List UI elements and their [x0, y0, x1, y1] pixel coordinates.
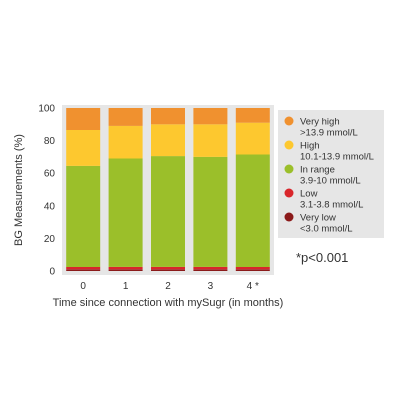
legend-swatch-2: [284, 164, 294, 174]
x-tick-label-0: 0: [80, 281, 86, 292]
bar-segment-3-0: [193, 269, 228, 271]
x-tick-label-3: 3: [208, 281, 214, 292]
legend-range-0: >13.9 mmol/L: [300, 128, 358, 139]
bar-segment-2-3: [151, 124, 185, 157]
legend-box: [278, 110, 384, 238]
bar-segment-2-0: [151, 269, 185, 271]
bar-segment-2-2: [151, 156, 185, 267]
bar-segment-0-2: [66, 165, 101, 267]
legend-swatch-4: [284, 212, 294, 222]
y-tick-label-3: 60: [44, 169, 56, 180]
bar-segment-3-4: [193, 108, 228, 125]
x-tick-label-2: 2: [165, 281, 171, 292]
bar-segment-1-3: [108, 125, 143, 159]
bar-segment-0-0: [66, 269, 101, 271]
bar-segment-4-3: [235, 122, 270, 155]
legend-label-2: In range: [300, 165, 335, 176]
legend-swatch-1: [284, 140, 294, 150]
legend-label-4: Very low: [300, 213, 336, 224]
bar-segment-2-4: [151, 108, 185, 125]
legend-label-0: Very high: [300, 117, 340, 128]
legend-label-3: Low: [300, 189, 318, 200]
x-tick-label-4: 4 *: [247, 281, 259, 292]
bar-segment-3-3: [193, 124, 228, 157]
bar-segment-4-0: [235, 269, 270, 271]
bar-segment-1-1: [108, 266, 143, 270]
bar-segment-0-1: [66, 266, 101, 270]
y-tick-labels: 0 20 40 60 80 100: [38, 104, 55, 278]
bar-segment-3-2: [193, 156, 228, 267]
y-tick-label-4: 80: [44, 136, 56, 147]
legend-range-1: 10.1-13.9 mmol/L: [300, 152, 374, 163]
y-tick-label-2: 40: [44, 201, 56, 212]
bar-segment-2-1: [151, 266, 185, 270]
x-axis-title: Time since connection with mySugr (in mo…: [53, 297, 284, 309]
y-axis-title: BG Measurements (%): [13, 134, 25, 246]
legend-range-2: 3.9-10 mmol/L: [300, 176, 361, 187]
y-tick-label-1: 20: [44, 234, 56, 245]
bar-segment-4-1: [235, 266, 270, 270]
legend-swatch-0: [284, 116, 294, 126]
bar-segment-1-0: [108, 269, 143, 271]
bar-segment-4-2: [235, 154, 270, 267]
bar-segment-0-4: [66, 108, 101, 130]
y-tick-label-0: 0: [49, 267, 55, 278]
legend-range-3: 3.1-3.8 mmol/L: [300, 200, 363, 211]
x-tick-label-1: 1: [123, 281, 129, 292]
bar-segment-3-1: [193, 266, 228, 270]
bar-segment-1-2: [108, 158, 143, 267]
legend-range-4: <3.0 mmol/L: [300, 224, 353, 235]
legend-swatch-3: [284, 188, 294, 198]
legend-label-1: High: [300, 141, 320, 152]
bar-segment-0-3: [66, 130, 101, 166]
significance-note: *p<0.001: [296, 250, 348, 265]
bars-group: [66, 108, 270, 271]
y-tick-label-5: 100: [38, 104, 55, 115]
bar-segment-4-4: [235, 108, 270, 123]
x-tick-labels: 0 1 2 3 4 *: [80, 281, 259, 292]
bar-segment-1-4: [108, 108, 143, 126]
